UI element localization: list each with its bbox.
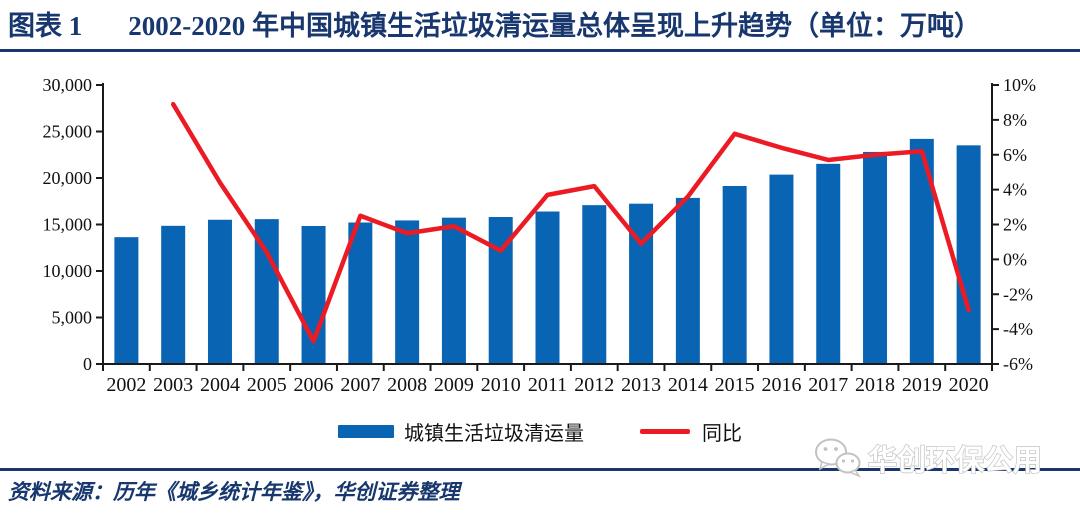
bar-2003 (161, 225, 186, 364)
bar-2017 (816, 163, 841, 364)
y-right-tick-label: 10% (1003, 75, 1036, 95)
x-category-label: 2005 (247, 374, 287, 396)
watermark-graphic: 华创环保公用 (815, 438, 1043, 478)
bar-2012 (582, 205, 607, 364)
x-category-label: 2020 (949, 374, 989, 396)
y-right-tick-label: 0% (1003, 249, 1027, 269)
bar-2011 (535, 211, 560, 364)
bar-2013 (629, 203, 654, 364)
x-category-label: 2019 (902, 374, 942, 396)
x-category-label: 2002 (106, 374, 146, 396)
y-right-tick-label: -2% (1003, 284, 1033, 304)
y-left-tick-label: 20,000 (43, 168, 93, 188)
y-right-tick-label: -6% (1003, 354, 1033, 374)
footer-divider (0, 468, 1080, 471)
x-category-label: 2011 (528, 374, 567, 396)
legend-bar-label: 城镇生活垃圾清运量 (404, 422, 584, 445)
x-category-label: 2009 (434, 374, 474, 396)
y-left-tick-label: 30,000 (43, 75, 93, 95)
chart-header: 图表 1 2002-2020 年中国城镇生活垃圾清运量总体呈现上升趋势（单位：万吨… (8, 6, 1072, 46)
y-right-tick-label: 4% (1003, 180, 1027, 200)
legend-line-label: 同比 (702, 422, 742, 445)
y-left-tick-label: 0 (83, 354, 92, 374)
chart-legend: 城镇生活垃圾清运量 同比 (0, 419, 1080, 445)
x-category-label: 2017 (808, 374, 848, 396)
x-category-label: 2012 (574, 374, 614, 396)
watermark-text: 华创环保公用 (868, 444, 1042, 477)
x-category-label: 2013 (621, 374, 661, 396)
y-right-tick-label: 6% (1003, 145, 1027, 165)
page-title: 2002-2020 年中国城镇生活垃圾清运量总体呈现上升趋势（单位：万吨） (128, 11, 981, 41)
x-category-label: 2016 (761, 374, 801, 396)
wechat-icon (815, 438, 862, 478)
bar-2002 (114, 237, 139, 364)
bar-2014 (675, 197, 700, 364)
bar-2008 (395, 220, 420, 364)
x-category-label: 2018 (855, 374, 895, 396)
legend-bar-swatch (338, 424, 394, 438)
bar-2016 (769, 174, 794, 364)
yoy-line (170, 101, 971, 344)
title-divider (0, 49, 1080, 52)
y-right-tick-label: 2% (1003, 215, 1027, 235)
x-category-label: 2010 (481, 374, 521, 396)
y-left-tick-label: 25,000 (43, 122, 93, 142)
bar-2015 (722, 185, 747, 364)
x-category-label: 2008 (387, 374, 427, 396)
bar-2020 (956, 145, 981, 364)
x-category-label: 2003 (153, 374, 193, 396)
bar-2018 (863, 151, 888, 364)
figure-label: 图表 1 (8, 11, 83, 41)
bar-2009 (441, 217, 466, 364)
y-left-tick-label: 10,000 (43, 261, 93, 281)
bar-line-chart: 0 5,000 10,000 15,000 20,000 25,000 30,000 -6% -… (43, 75, 1037, 396)
y-left-tick-label: 15,000 (43, 215, 93, 235)
x-category-label: 2004 (200, 374, 240, 396)
bar-2004 (207, 219, 232, 364)
legend-line-swatch (640, 428, 690, 434)
y-left-tick-label: 5,000 (52, 308, 93, 328)
x-category-label: 2015 (715, 374, 755, 396)
y-right-tick-label: 8% (1003, 110, 1027, 130)
bar-2007 (348, 222, 373, 364)
x-category-label: 2014 (668, 374, 708, 396)
y-right-tick-label: -4% (1003, 319, 1033, 339)
source-note: 资料来源：历年《城乡统计年鉴》，华创证券整理 (8, 480, 460, 504)
x-category-label: 2006 (294, 374, 334, 396)
x-category-label: 2007 (340, 374, 380, 396)
watermark: 华创环保公用 (812, 434, 1074, 480)
